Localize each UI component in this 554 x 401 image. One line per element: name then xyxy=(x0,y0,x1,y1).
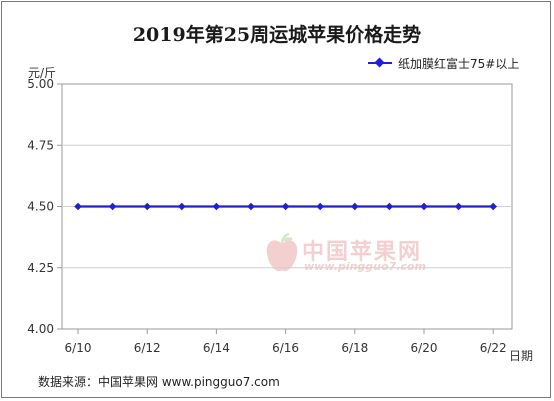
data-point xyxy=(316,202,324,211)
watermark-site-name: 中国苹果网 xyxy=(302,240,423,265)
y-tick-label: 4.25 xyxy=(27,261,54,275)
x-tick-label: 6/20 xyxy=(411,341,438,355)
data-point xyxy=(74,202,82,211)
data-point xyxy=(178,202,186,211)
data-point xyxy=(489,202,497,211)
chart-title: 2019年第25周运城苹果价格走势 xyxy=(132,24,422,46)
data-point xyxy=(351,202,359,211)
y-tick-label: 4.50 xyxy=(27,200,54,214)
x-tick-label: 6/12 xyxy=(134,341,161,355)
data-point xyxy=(281,202,290,211)
data-point xyxy=(108,202,117,211)
data-point xyxy=(247,202,255,211)
apple-logo-icon xyxy=(266,232,298,272)
data-point xyxy=(385,202,394,211)
x-tick-label: 6/14 xyxy=(203,341,230,355)
y-axis-unit: 元/斤 xyxy=(28,66,57,80)
x-axis-unit: 日期 xyxy=(509,349,534,363)
x-tick-label: 6/18 xyxy=(341,341,368,355)
x-tick-label: 6/22 xyxy=(480,341,507,355)
data-point xyxy=(143,202,151,211)
data-source-footer: 数据来源：中国苹果网 www.pingguo7.com xyxy=(38,375,280,389)
data-point xyxy=(454,202,463,211)
x-tick-label: 6/16 xyxy=(272,341,299,355)
data-point xyxy=(212,202,221,211)
watermark: 中国苹果网 www.pingguo7.com xyxy=(264,232,464,282)
legend-series-label: 纸加膜红富士75#以上 xyxy=(398,57,520,71)
watermark-url: www.pingguo7.com xyxy=(304,260,426,273)
y-tick-label: 4.00 xyxy=(27,322,54,336)
data-point xyxy=(420,202,428,211)
x-tick-label: 6/10 xyxy=(65,341,92,355)
y-tick-label: 4.75 xyxy=(27,138,54,152)
y-tick-label: 5.00 xyxy=(27,77,54,91)
